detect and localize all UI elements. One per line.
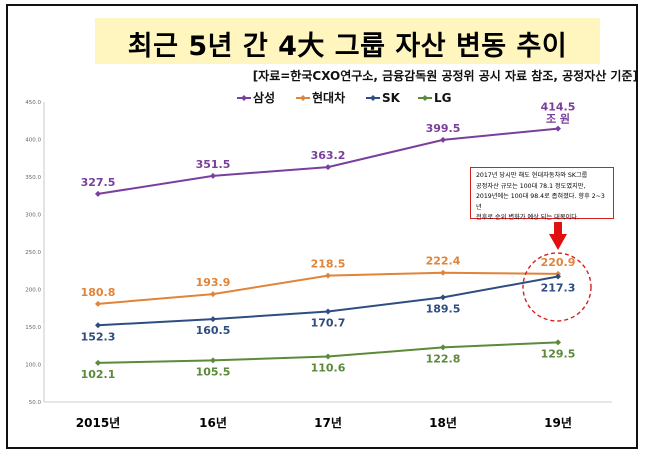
series-line — [97, 341, 559, 364]
annotation-note: 2017년 당시만 해도 현대자동차와 SK그룹 공정자산 규모는 100대 7… — [470, 167, 614, 221]
y-tick-label: 400.0 — [25, 138, 41, 144]
highlight-circle — [522, 252, 592, 322]
series-layer — [95, 125, 561, 366]
data-label: 105.5 — [196, 365, 231, 378]
note-line: 2017년 당시만 해도 현대자동차와 SK그룹 — [476, 172, 588, 179]
data-label: 220.9 — [541, 256, 576, 269]
annotation-layer — [522, 222, 592, 322]
data-label: 189.5 — [426, 302, 461, 315]
data-point — [325, 308, 331, 315]
data-point — [210, 357, 216, 364]
y-axis-ticks: 50.0 100.0 150.0 200.0 250.0 300.0 350.0 400.0 4… — [25, 100, 41, 406]
x-axis-ticks: 2015년 16년 17년 18년 19년 — [76, 416, 572, 430]
chart-title: 최근 5년 간 4大 그룹 자산 변동 추이 — [127, 31, 568, 62]
data-point — [210, 172, 216, 179]
data-point — [325, 353, 331, 360]
data-label: 110.6 — [311, 362, 346, 375]
data-point — [95, 300, 101, 307]
data-label: 327.5 — [81, 176, 116, 189]
x-tick-label: 19년 — [544, 416, 572, 430]
data-label: 218.5 — [311, 258, 346, 271]
x-tick-label: 17년 — [314, 416, 342, 430]
data-label: 160.5 — [196, 324, 231, 337]
data-point — [95, 359, 101, 366]
data-label: 180.8 — [81, 286, 116, 299]
x-tick-label: 18년 — [429, 416, 457, 430]
y-tick-label: 450.0 — [25, 100, 41, 106]
data-point — [440, 344, 446, 351]
legend-label: SK — [382, 91, 401, 105]
legend-marker — [241, 95, 247, 101]
data-labels: 327.5 351.5 363.2 399.5 414.5 180.8 193.9 218.5… — [81, 101, 576, 381]
data-label: 102.1 — [81, 368, 116, 381]
data-label: 122.8 — [426, 352, 461, 365]
legend-label: 삼성 — [253, 90, 275, 105]
data-point — [555, 273, 561, 280]
chart-frame — [6, 4, 638, 449]
legend-marker — [300, 95, 306, 101]
legend-label: LG — [434, 91, 452, 105]
y-tick-label: 300.0 — [25, 213, 41, 219]
data-label: 217.3 — [541, 282, 576, 295]
data-point — [440, 136, 446, 143]
chart-subtitle: [자료=한국CXO연구소, 금융감독원 공정위 공시 자료 참조, 공정자산 기… — [252, 69, 638, 83]
y-tick-label: 350.0 — [25, 175, 41, 181]
data-point — [95, 322, 101, 329]
data-label: 170.7 — [311, 316, 346, 329]
arrow-head-icon — [549, 234, 567, 250]
note-line: 공정자산 규모는 100대 78.1 정도였지만, — [476, 182, 586, 190]
title-band: 최근 5년 간 4大 그룹 자산 변동 추이 — [95, 18, 600, 64]
data-point — [555, 339, 561, 346]
y-tick-label: 200.0 — [25, 288, 41, 294]
arrow-shaft — [554, 222, 562, 234]
y-tick-label: 150.0 — [25, 325, 41, 331]
data-point — [440, 269, 446, 276]
data-label: 222.4 — [426, 255, 461, 268]
data-point — [325, 164, 331, 171]
x-tick-label: 16년 — [199, 416, 227, 430]
unit-label: 조 원 — [546, 112, 570, 126]
note-line: 2019년에는 100대 98.4로 좁혀졌다. 향후 2~3년 — [476, 193, 605, 211]
note-line: 전후로 순위 변화가 예상 되는 대목이다. — [476, 214, 579, 221]
data-label: 414.5 — [541, 101, 576, 114]
data-point — [555, 125, 561, 132]
legend-label: 현대차 — [312, 90, 345, 105]
legend-marker — [370, 95, 376, 101]
legend-marker — [422, 95, 428, 101]
legend: 삼성 현대차 SK LG — [237, 90, 452, 105]
data-point — [95, 190, 101, 197]
y-tick-label: 250.0 — [25, 250, 41, 256]
x-tick-label: 2015년 — [76, 416, 120, 430]
axes — [43, 102, 612, 403]
data-label: 351.5 — [196, 158, 231, 171]
data-point — [325, 272, 331, 279]
y-tick-label: 50.0 — [29, 400, 42, 406]
data-label: 363.2 — [311, 149, 346, 162]
data-label: 129.5 — [541, 347, 576, 360]
data-label: 152.3 — [81, 330, 116, 343]
data-label: 193.9 — [196, 276, 231, 289]
data-label: 399.5 — [426, 122, 461, 135]
data-point — [440, 294, 446, 301]
data-point — [210, 316, 216, 323]
y-tick-label: 100.0 — [25, 363, 41, 369]
data-point — [210, 291, 216, 298]
